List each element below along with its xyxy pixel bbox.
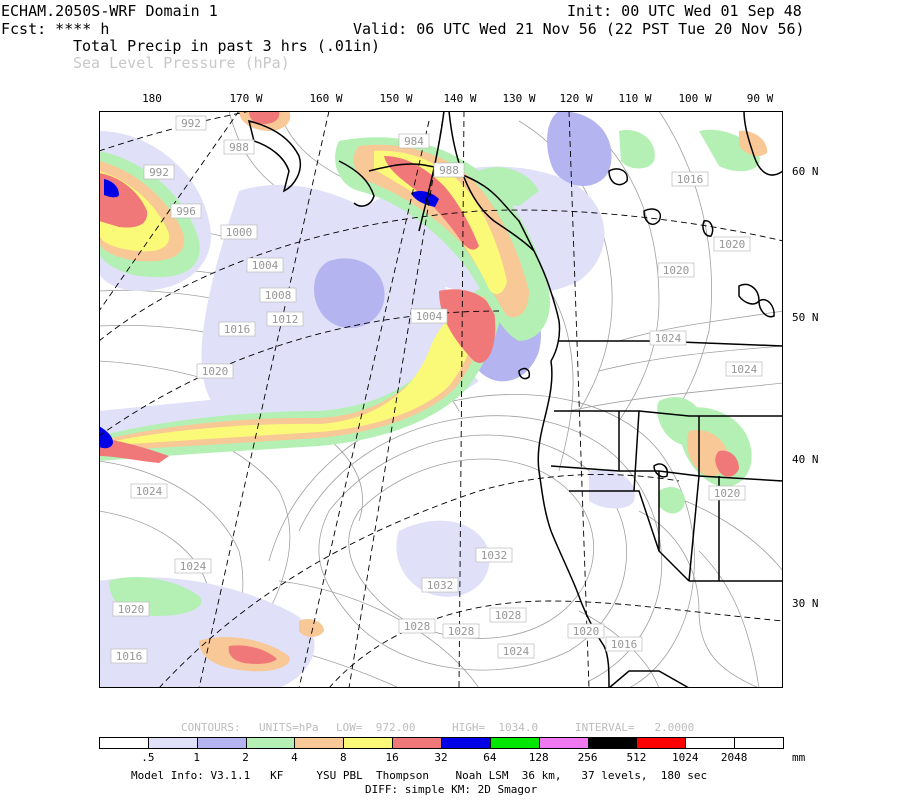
isobar-label: 1004 — [416, 310, 443, 323]
legend-label: 32 — [434, 751, 448, 764]
isobar-label: 1020 — [573, 625, 600, 638]
lon-label: 120 W — [559, 92, 593, 105]
legend-swatch — [343, 737, 394, 749]
legend-label: 256 — [577, 751, 598, 764]
legend-label: .5 — [141, 751, 155, 764]
isobar-label: 1024 — [180, 560, 207, 573]
field-precip-label: Total Precip in past 3 hrs (.01in) — [73, 37, 381, 55]
pressure-labels: 992 988 984 988 992 996 1000 1004 1008 1… — [110, 115, 763, 664]
lon-label: 170 W — [229, 92, 263, 105]
legend-swatch — [734, 737, 784, 749]
contours-units: UNITS=hPa — [259, 721, 319, 734]
contours-label: CONTOURS: — [181, 721, 241, 734]
isobar-label: 1016 — [611, 638, 638, 651]
lat-label: 30 N — [792, 597, 819, 610]
isobar-label: 1004 — [252, 259, 279, 272]
valid-time: Valid: 06 UTC Wed 21 Nov 56 (22 PST Tue … — [353, 20, 805, 38]
forecast-hour: Fcst: **** h — [1, 20, 110, 38]
contours-low: LOW= 972.00 — [336, 721, 416, 734]
legend-swatch — [685, 737, 736, 749]
latlon-grid — [99, 111, 783, 688]
isobar-label: 992 — [149, 166, 169, 179]
legend-label: 128 — [528, 751, 549, 764]
isobar-label: 1028 — [495, 609, 522, 622]
init-time: Init: 00 UTC Wed 01 Sep 48 — [567, 2, 802, 20]
legend-swatch — [196, 737, 247, 749]
legend-label: 1024 — [672, 751, 699, 764]
legend-label: 512 — [626, 751, 647, 764]
isobar-label: 988 — [229, 141, 249, 154]
legend-label: 16 — [385, 751, 399, 764]
isobar-label: 1020 — [714, 487, 741, 500]
legend-swatch — [441, 737, 491, 749]
legend-label: 8 — [339, 751, 347, 764]
legend-swatch — [538, 737, 589, 749]
isobar-label: 1000 — [226, 226, 253, 239]
lon-label: 150 W — [379, 92, 413, 105]
isobar-label: 1016 — [116, 650, 143, 663]
model-title: ECHAM.2050S-WRF Domain 1 — [1, 2, 218, 20]
isobar-label: 1028 — [448, 625, 475, 638]
legend-label: 2048 — [720, 751, 748, 764]
lon-label: 100 W — [678, 92, 712, 105]
lon-label: 110 W — [618, 92, 652, 105]
legend-label: 4 — [291, 751, 298, 764]
lon-label: 180 — [142, 92, 162, 105]
legend-swatch — [392, 737, 442, 749]
isobar-label: 1020 — [663, 264, 690, 277]
field-slp-label: Sea Level Pressure (hPa) — [73, 54, 290, 72]
isobar-label: 992 — [181, 117, 201, 130]
model-info: Model Info: V3.1.1 KF YSU PBL Thompson N… — [131, 769, 708, 782]
isobar-label: 988 — [439, 164, 459, 177]
precip-shading — [99, 111, 768, 688]
lon-label: 140 W — [443, 92, 477, 105]
diffusion-info: DIFF: simple KM: 2D Smagor — [365, 783, 538, 796]
legend-swatch — [245, 737, 296, 749]
isobar-label: 996 — [176, 205, 196, 218]
isobar-label: 1024 — [655, 332, 682, 345]
legend-swatch — [489, 737, 540, 749]
legend-swatch — [587, 737, 638, 749]
lat-label: 60 N — [792, 165, 819, 178]
legend-unit: mm — [792, 751, 806, 764]
isobar-label: 1024 — [136, 485, 163, 498]
isobar-label: 1020 — [118, 603, 145, 616]
isobar-label: 1016 — [224, 323, 251, 336]
contours-interval: INTERVAL= 2.0000 — [575, 721, 695, 734]
isobar-label: 1028 — [404, 620, 431, 633]
legend-swatch — [636, 737, 687, 749]
lat-label: 40 N — [792, 453, 819, 466]
legend-swatch — [99, 737, 149, 749]
isobar-label: 1032 — [481, 549, 508, 562]
isobar-label: 1008 — [265, 289, 292, 302]
isobar-label: 1020 — [202, 365, 229, 378]
map-panel: 992 988 984 988 992 996 1000 1004 1008 1… — [99, 111, 783, 688]
lat-label: 50 N — [792, 311, 819, 324]
contours-high: HIGH= 1034.0 — [452, 721, 539, 734]
isobar-label: 1024 — [731, 363, 758, 376]
isobar-label: 1024 — [503, 645, 530, 658]
legend-label: 1 — [193, 751, 201, 764]
isobar-label: 1016 — [677, 173, 704, 186]
isobar-label: 1012 — [272, 313, 299, 326]
isobar-label: 984 — [404, 135, 424, 148]
legend-label: 2 — [242, 751, 249, 764]
legend-label: 64 — [483, 751, 497, 764]
legend-swatch — [147, 737, 198, 749]
coastlines — [247, 111, 783, 688]
legend-swatch — [294, 737, 345, 749]
lon-label: 130 W — [502, 92, 536, 105]
lon-label: 90 W — [746, 92, 774, 105]
isobar-label: 1020 — [719, 238, 746, 251]
precip-legend-bar — [99, 737, 784, 749]
isobar-label: 1032 — [427, 579, 454, 592]
lon-label: 160 W — [309, 92, 343, 105]
